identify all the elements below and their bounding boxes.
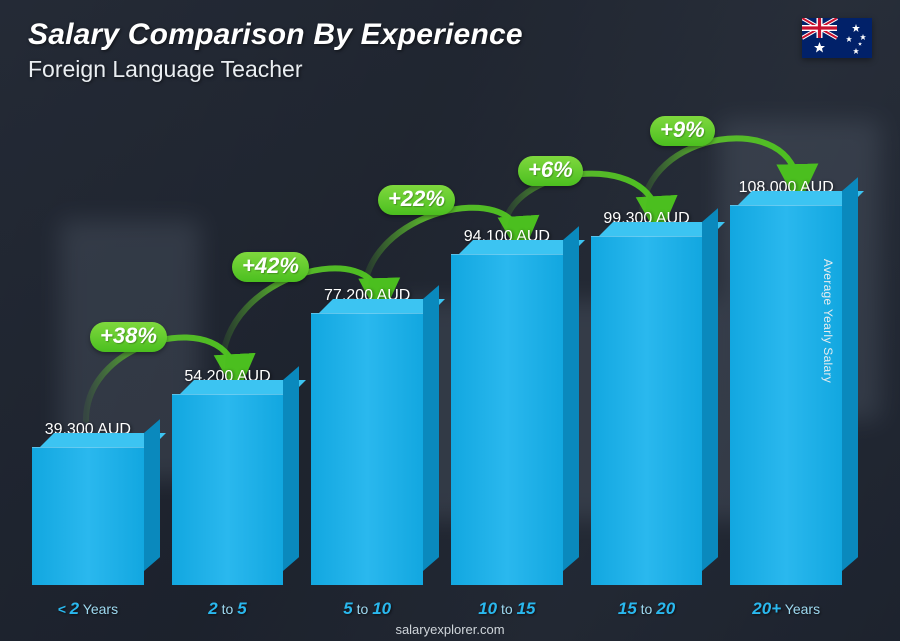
bar-wrap: 77,200 AUD [311, 287, 423, 585]
chart-title: Salary Comparison By Experience [28, 18, 523, 52]
y-axis-label: Average Yearly Salary [821, 258, 835, 382]
bar [311, 313, 423, 585]
bar-wrap: 99,300 AUD [591, 210, 703, 585]
bar-side-face [702, 208, 718, 571]
bar-front-face [451, 254, 563, 585]
x-tick: 15 to 20 [591, 599, 703, 619]
x-tick: < 2 Years [32, 599, 144, 619]
increment-badge: +42% [232, 252, 309, 282]
bar-side-face [283, 366, 299, 571]
chart-subtitle: Foreign Language Teacher [28, 56, 523, 83]
x-tick: 10 to 15 [451, 599, 563, 619]
x-axis: < 2 Years 2 to 5 5 to 10 10 to 15 15 to 20 20… [32, 599, 842, 619]
bar [591, 236, 703, 585]
x-tick: 20+ Years [730, 599, 842, 619]
bar-wrap: 54,200 AUD [172, 368, 284, 585]
header: Salary Comparison By Experience Foreign … [28, 18, 872, 83]
bar [451, 254, 563, 585]
bar-wrap: 39,300 AUD [32, 421, 144, 585]
bar-side-face [563, 226, 579, 571]
bar-side-face [423, 285, 439, 571]
increment-badge: +38% [90, 322, 167, 352]
increment-badge: +9% [650, 116, 715, 146]
bar-front-face [32, 447, 144, 585]
bar-side-face [842, 177, 858, 571]
bar-front-face [172, 394, 284, 585]
x-tick: 2 to 5 [172, 599, 284, 619]
bar-front-face [591, 236, 703, 585]
footer-attribution: salaryexplorer.com [0, 622, 900, 637]
x-tick: 5 to 10 [311, 599, 423, 619]
title-block: Salary Comparison By Experience Foreign … [28, 18, 523, 83]
australia-flag-icon [802, 18, 872, 58]
bar-wrap: 94,100 AUD [451, 228, 563, 585]
bar-front-face [311, 313, 423, 585]
increment-badge: +22% [378, 185, 455, 215]
bar [32, 447, 144, 585]
bar-side-face [144, 419, 160, 571]
bar [172, 394, 284, 585]
increment-badge: +6% [518, 156, 583, 186]
